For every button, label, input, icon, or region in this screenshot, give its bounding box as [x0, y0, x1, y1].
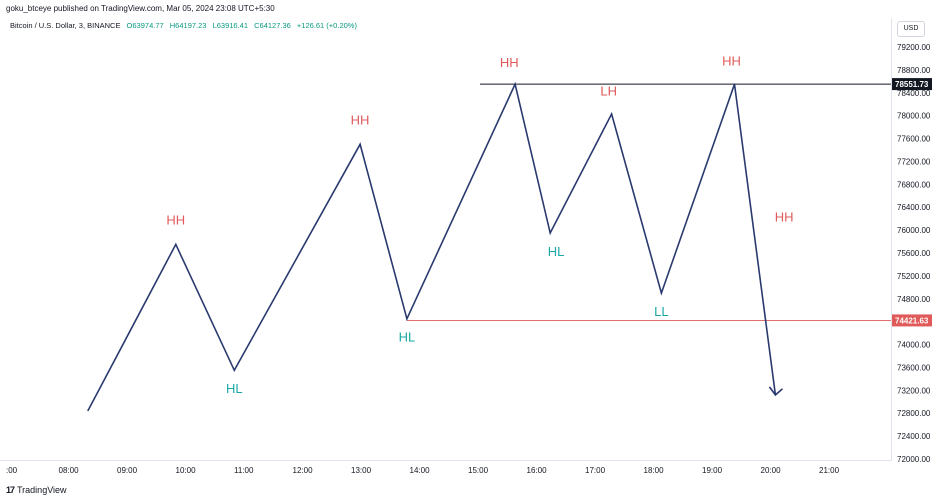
price-series	[87, 81, 783, 412]
x-tick-label: 08:00	[59, 466, 80, 475]
high-value: H64197.23	[169, 21, 207, 30]
price-axis-border	[891, 18, 892, 460]
y-tick-label: 73600.00	[897, 363, 931, 372]
swing-point	[610, 113, 613, 115]
y-tick-label: 74800.00	[897, 295, 931, 304]
y-tick-label: 72400.00	[897, 432, 931, 441]
price-lines	[406, 83, 891, 321]
swing-point	[733, 83, 736, 85]
y-tick-label: 79200.00	[897, 43, 931, 52]
x-tick-label: 13:00	[351, 466, 372, 475]
tradingview-brand: TradingView	[17, 485, 67, 495]
x-tick-label: 21:00	[819, 466, 840, 475]
time-axis[interactable]: :00 08:00 09:00 10:00 11:00 12:00 13:00 14:00 15…	[6, 466, 840, 475]
support-price-tag-label: 74421.63	[895, 316, 929, 325]
swing-point	[175, 243, 177, 246]
x-tick-label: 14:00	[410, 466, 431, 475]
price-path-line	[87, 81, 777, 411]
x-tick-label: 10:00	[176, 466, 197, 475]
time-axis-border	[0, 460, 892, 461]
y-tick-label: 75200.00	[897, 272, 931, 281]
x-tick-label: 12:00	[293, 466, 314, 475]
y-tick-label: 76000.00	[897, 226, 931, 235]
swing-point	[406, 318, 408, 320]
x-tick-label: 09:00	[117, 466, 138, 475]
x-tick-label: 17:00	[585, 466, 606, 475]
tradingview-footer: 17 TradingView	[6, 485, 67, 495]
swing-point	[514, 83, 516, 85]
swing-label-hh: HH	[166, 212, 185, 227]
resistance-price-tag-label: 78551.73	[895, 80, 929, 89]
y-tick-label: 76800.00	[897, 180, 931, 189]
price-tags: 78551.73 74421.63	[892, 78, 932, 327]
swing-label-hh: HH	[500, 55, 519, 70]
swing-label-hh: HH	[722, 53, 741, 68]
low-value: L63916.41	[212, 21, 249, 30]
swing-point	[549, 232, 551, 234]
x-tick-label: 15:00	[468, 466, 489, 475]
currency-button[interactable]: USD	[897, 21, 925, 37]
y-tick-label: 76400.00	[897, 203, 931, 212]
y-tick-label: 78400.00	[897, 89, 931, 98]
y-tick-label: 75600.00	[897, 249, 931, 258]
swing-label-hh: HH	[775, 210, 794, 225]
swing-label-hl: HL	[399, 330, 416, 345]
change-value: +126.61 (+0.20%)	[296, 21, 357, 30]
support-price-tag	[892, 314, 932, 327]
close-value: C64127.36	[254, 21, 291, 30]
swing-label-hl: HL	[226, 381, 243, 396]
y-tick-label: 78000.00	[897, 112, 931, 121]
y-tick-label: 72800.00	[897, 409, 931, 418]
tradingview-logo-icon: 17	[6, 485, 15, 495]
y-tick-label: 77600.00	[897, 135, 931, 144]
swing-point	[233, 369, 236, 372]
y-tick-label: 73200.00	[897, 386, 931, 395]
x-tick-label: 18:00	[644, 466, 665, 475]
resistance-price-tag	[892, 78, 932, 91]
price-axis[interactable]: 79200.00 78800.00 78400.00 78000.00 77600.00…	[897, 43, 931, 464]
x-tick-label: 11:00	[234, 466, 254, 475]
x-tick-label: :00	[6, 466, 18, 475]
swing-point	[87, 409, 89, 412]
open-value: O63974.77	[126, 21, 164, 30]
x-tick-label: 16:00	[527, 466, 548, 475]
swing-label-ll: LL	[654, 304, 668, 319]
symbol-name: Bitcoin / U.S. Dollar, 3, BINANCE	[10, 21, 121, 30]
symbol-legend: Bitcoin / U.S. Dollar, 3, BINANCE O63974…	[10, 21, 357, 30]
swing-label-hl: HL	[548, 244, 565, 259]
arrow-head-icon	[768, 386, 783, 397]
swing-point	[660, 292, 663, 294]
publisher-line: goku_btceye published on TradingView.com…	[6, 4, 275, 13]
swing-label-hh: HH	[351, 112, 370, 127]
y-tick-label: 77200.00	[897, 157, 931, 166]
swing-point	[359, 143, 361, 146]
y-tick-label: 78800.00	[897, 66, 931, 75]
y-tick-label: 74000.00	[897, 341, 931, 350]
x-tick-label: 20:00	[761, 466, 782, 475]
swing-labels: HH HL HH HL HH HL LH LL HH HH	[166, 53, 793, 396]
y-tick-label: 72000.00	[897, 455, 931, 464]
swing-label-lh: LH	[600, 84, 617, 99]
x-tick-label: 19:00	[702, 466, 723, 475]
